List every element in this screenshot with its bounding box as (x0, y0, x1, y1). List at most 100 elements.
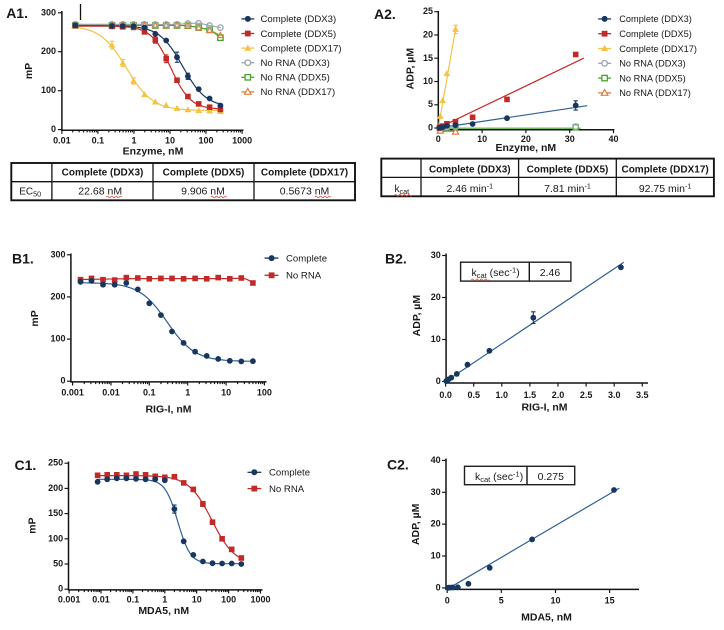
svg-text:mP: mP (26, 517, 38, 533)
svg-text:30: 30 (431, 487, 441, 497)
svg-text:Complete (DDX17): Complete (DDX17) (621, 164, 708, 175)
svg-text:0.001: 0.001 (61, 387, 84, 397)
svg-text:10: 10 (431, 334, 441, 344)
svg-text:0: 0 (58, 584, 63, 594)
svg-text:Complete (DDX3): Complete (DDX3) (62, 168, 144, 179)
svg-text:Complete (DDX5): Complete (DDX5) (527, 164, 609, 175)
svg-text:Complete: Complete (286, 253, 327, 264)
svg-text:0: 0 (51, 124, 56, 134)
svg-text:5: 5 (428, 99, 433, 109)
svg-text:0.001: 0.001 (58, 595, 81, 605)
svg-text:Enzyme, nM: Enzyme, nM (123, 146, 184, 158)
svg-text:100: 100 (41, 85, 56, 95)
svg-text:20: 20 (423, 30, 433, 40)
svg-text:0.5673 nM: 0.5673 nM (280, 185, 330, 197)
svg-text:150: 150 (48, 508, 63, 518)
svg-text:Complete (DDX5): Complete (DDX5) (163, 168, 245, 179)
svg-text:0.5: 0.5 (467, 390, 480, 400)
svg-text:MDA5, nM: MDA5, nM (138, 605, 189, 617)
svg-text:0.1: 0.1 (92, 136, 105, 146)
svg-text:0: 0 (436, 134, 441, 144)
svg-text:No RNA (DDX3): No RNA (DDX3) (261, 58, 330, 69)
svg-text:100: 100 (198, 136, 213, 146)
svg-text:Complete (DDX17): Complete (DDX17) (261, 43, 342, 54)
svg-text:Complete (DDX3): Complete (DDX3) (261, 14, 337, 25)
svg-text:1000: 1000 (232, 136, 252, 146)
svg-text:1.5: 1.5 (524, 390, 537, 400)
svg-text:Complete (DDX3): Complete (DDX3) (429, 164, 511, 175)
svg-text:100: 100 (50, 334, 65, 344)
svg-text:92.75 min-1: 92.75 min-1 (639, 182, 692, 196)
svg-text:A2.: A2. (374, 6, 396, 22)
svg-text:0: 0 (436, 582, 441, 592)
svg-text:1: 1 (185, 387, 190, 397)
svg-text:30: 30 (431, 250, 441, 260)
svg-text:Complete: Complete (269, 468, 310, 479)
svg-text:0.01: 0.01 (53, 136, 71, 146)
svg-text:10: 10 (165, 136, 175, 146)
svg-text:10: 10 (423, 76, 433, 86)
svg-text:0: 0 (428, 123, 433, 133)
svg-text:1: 1 (162, 595, 167, 605)
svg-text:1: 1 (131, 136, 136, 146)
svg-text:3.0: 3.0 (608, 390, 621, 400)
svg-text:No RNA (DDX3): No RNA (DDX3) (619, 59, 685, 69)
svg-text:0: 0 (445, 596, 450, 606)
svg-text:25: 25 (423, 6, 433, 16)
svg-text:C1.: C1. (15, 457, 37, 473)
svg-text:300: 300 (50, 249, 65, 259)
svg-text:EC50: EC50 (19, 186, 41, 198)
svg-text:10: 10 (431, 551, 441, 561)
svg-text:B2.: B2. (385, 251, 407, 267)
svg-text:200: 200 (48, 483, 63, 493)
svg-text:kcat: kcat (395, 184, 410, 196)
svg-text:No RNA (DDX17): No RNA (DDX17) (619, 88, 690, 98)
svg-text:10: 10 (192, 595, 202, 605)
svg-text:20: 20 (431, 519, 441, 529)
svg-text:No RNA (DDX5): No RNA (DDX5) (261, 73, 330, 84)
svg-text:Complete (DDX17): Complete (DDX17) (619, 44, 697, 54)
svg-text:200: 200 (41, 46, 56, 56)
svg-text:30: 30 (565, 134, 575, 144)
svg-text:ADP, µM: ADP, µM (404, 48, 416, 90)
svg-text:C2.: C2. (387, 457, 409, 473)
svg-text:0.1: 0.1 (127, 595, 140, 605)
svg-text:0.275: 0.275 (538, 471, 564, 483)
svg-text:Complete (DDX5): Complete (DDX5) (261, 29, 337, 40)
svg-text:50: 50 (53, 559, 63, 569)
svg-text:10: 10 (477, 134, 487, 144)
svg-text:RIG-I, nM: RIG-I, nM (521, 402, 567, 414)
svg-text:ADP, µM: ADP, µM (410, 503, 422, 545)
svg-text:40: 40 (608, 134, 618, 144)
svg-text:MDA5, nM: MDA5, nM (521, 611, 572, 623)
svg-text:0: 0 (436, 376, 441, 386)
svg-text:2.46 min-1: 2.46 min-1 (446, 182, 493, 196)
svg-text:0: 0 (60, 376, 65, 386)
svg-text:mP: mP (29, 310, 41, 326)
svg-text:0.0: 0.0 (439, 390, 452, 400)
svg-text:22.68 nM: 22.68 nM (78, 185, 122, 197)
svg-text:1.0: 1.0 (496, 390, 509, 400)
svg-text:2.46: 2.46 (540, 267, 561, 279)
svg-text:mP: mP (23, 63, 35, 79)
svg-text:Complete (DDX3): Complete (DDX3) (619, 14, 692, 24)
svg-text:250: 250 (48, 458, 63, 468)
svg-text:0.01: 0.01 (102, 387, 120, 397)
svg-text:10: 10 (221, 387, 231, 397)
svg-text:ADP, µM: ADP, µM (411, 295, 423, 337)
svg-text:No RNA (DDX5): No RNA (DDX5) (619, 73, 685, 83)
svg-text:1000: 1000 (250, 595, 270, 605)
svg-text:5: 5 (499, 596, 504, 606)
svg-text:10: 10 (550, 596, 560, 606)
svg-text:3.5: 3.5 (636, 390, 649, 400)
svg-text:9.906 nM: 9.906 nM (181, 185, 225, 197)
svg-text:No RNA: No RNA (286, 271, 322, 282)
svg-text:40: 40 (431, 455, 441, 465)
svg-text:100: 100 (48, 533, 63, 543)
svg-text:No RNA: No RNA (269, 484, 305, 495)
svg-text:20: 20 (521, 134, 531, 144)
svg-text:100: 100 (221, 595, 236, 605)
svg-text:7.81 min-1: 7.81 min-1 (544, 182, 591, 196)
svg-text:Complete (DDX17): Complete (DDX17) (261, 168, 348, 179)
svg-text:100: 100 (257, 387, 272, 397)
